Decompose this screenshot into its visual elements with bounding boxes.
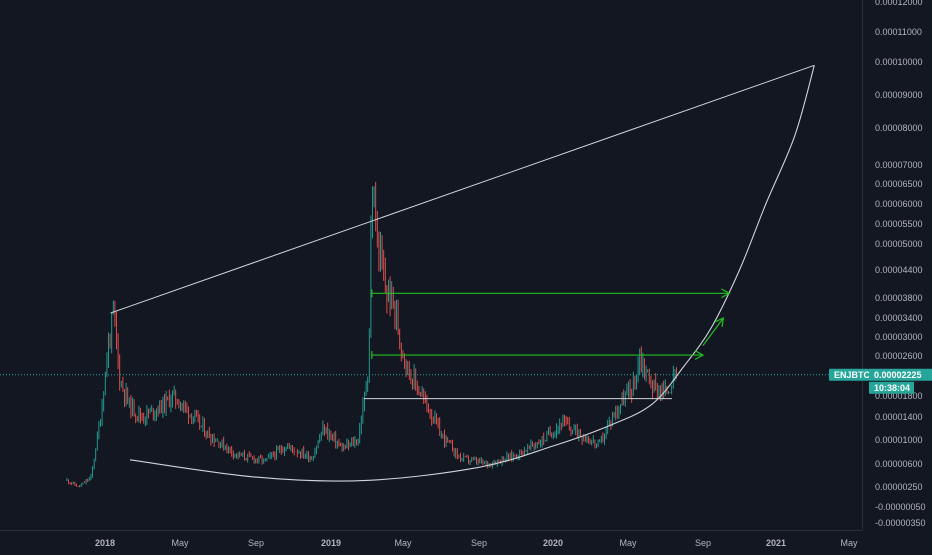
y-tick-label: 0.00008000 [875, 123, 923, 133]
green-arrow-2-head [694, 350, 705, 360]
symbol-tag-label: ENJBTC [834, 370, 871, 380]
y-tick-label: 0.00004400 [875, 265, 923, 275]
y-tick-label: 0.00006500 [875, 179, 923, 189]
x-tick-label: May [619, 538, 637, 548]
countdown-tag-bg [869, 381, 914, 394]
symbol-tag-bg [829, 368, 869, 381]
price-tags: ENJBTC 0.00002225 10:38:04 [829, 368, 932, 394]
parabolic-curve [129, 65, 815, 482]
drawing-layer [110, 64, 815, 482]
y-tick-label: 0.00002600 [875, 351, 923, 361]
y-tick-label: 0.00001000 [875, 435, 923, 445]
y-tick-label: 0.00009000 [875, 90, 923, 100]
y-tick-label: 0.00011000 [875, 27, 922, 37]
y-tick-label: 0.00012000 [875, 0, 923, 7]
x-tick-label: 2020 [543, 538, 563, 548]
x-tick-label: 2019 [321, 538, 341, 548]
y-tick-label: 0.00003800 [875, 293, 923, 303]
y-tick-label: 0.00005500 [875, 219, 923, 229]
x-tick-label: May [840, 538, 858, 548]
y-tick-label: 0.00000250 [875, 482, 923, 492]
x-tick-label: Sep [248, 538, 264, 548]
y-tick-label: 0.00005000 [875, 239, 923, 249]
x-tick-label: Sep [471, 538, 487, 548]
price-axis[interactable]: 0.00012000 0.00011000 0.00010000 0.00009000… [875, 0, 926, 528]
last-price-tag-bg [869, 368, 932, 381]
y-tick-label: -0.00000350 [875, 518, 926, 528]
x-tick-label: May [171, 538, 189, 548]
time-axis[interactable]: 2018 May Sep 2019 May Sep 2020 May Sep 2021 May [95, 538, 858, 548]
y-tick-label: 0.00010000 [875, 57, 923, 67]
upper-trendline [110, 64, 815, 314]
y-tick-label: 0.00001800 [875, 391, 923, 401]
x-tick-label: Sep [695, 538, 711, 548]
y-tick-label: 0.00000600 [875, 459, 923, 469]
x-tick-label: May [394, 538, 412, 548]
y-tick-label: 0.00001400 [875, 412, 923, 422]
candles-layer [66, 181, 677, 488]
y-tick-label: -0.00000050 [875, 502, 926, 512]
y-tick-label: 0.00007000 [875, 160, 923, 170]
last-price-tag-label: 0.00002225 [874, 370, 922, 380]
green-arrow-1-head [721, 288, 731, 299]
green-diagonal-arrow-head [714, 316, 725, 327]
y-tick-label: 0.00003400 [875, 313, 923, 323]
x-tick-label: 2021 [766, 538, 786, 548]
y-tick-label: 0.00006000 [875, 199, 923, 209]
y-tick-label: 0.00003000 [875, 332, 923, 342]
countdown-tag-label: 10:38:04 [874, 383, 910, 393]
green-diagonal-arrow [702, 317, 724, 346]
x-tick-label: 2018 [95, 538, 115, 548]
